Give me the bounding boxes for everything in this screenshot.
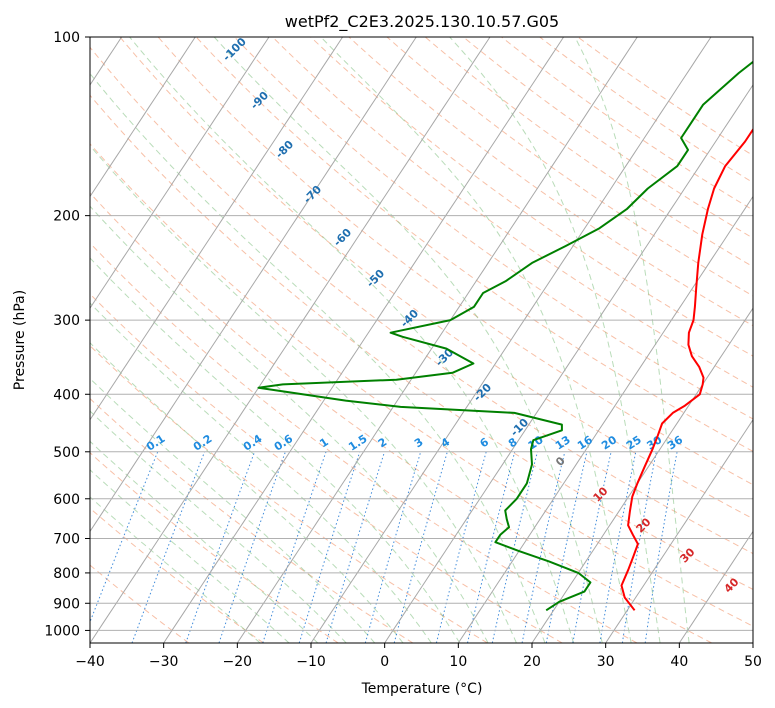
dry-adiabat-line xyxy=(90,143,753,627)
moist-adiabat-line xyxy=(574,37,690,643)
isotherm-line xyxy=(90,37,417,533)
mixing-ratio-line xyxy=(621,451,657,643)
dry-adiabat-line xyxy=(501,37,753,211)
isobar-gridlines xyxy=(90,37,753,631)
y-tick-label: 200 xyxy=(53,209,80,225)
x-tick-label: 10 xyxy=(449,654,467,670)
mixing-ratio-line xyxy=(572,451,612,643)
dry-adiabat-line xyxy=(90,452,339,643)
isotherm-line xyxy=(236,37,638,643)
dry-adiabat-line xyxy=(234,37,753,420)
x-tick-label: 50 xyxy=(744,654,762,670)
dry-adiabat-line xyxy=(424,37,753,268)
moist-adiabat-line xyxy=(90,205,489,643)
y-tick-label: 700 xyxy=(53,532,80,548)
moist-adiabat-line xyxy=(90,257,461,643)
y-tick-label: 800 xyxy=(53,566,80,582)
mixing-ratio-line xyxy=(599,451,637,643)
dry-adiabat-line xyxy=(90,242,638,643)
mixing-ratio-line xyxy=(325,451,385,643)
x-axis: −40 −30 −20 −10 0 10 20 30 40 50 xyxy=(75,643,762,670)
isotherm-line xyxy=(457,195,753,643)
plot-frame xyxy=(89,36,754,644)
moist-adiabat-line xyxy=(90,410,347,643)
x-tick-label: 30 xyxy=(597,654,615,670)
x-axis-label: Temperature (°C) xyxy=(361,681,483,697)
dry-adiabat-line xyxy=(348,37,753,327)
x-tick-label: 20 xyxy=(523,654,541,670)
isotherm-line xyxy=(90,37,196,198)
isotherm-line xyxy=(310,37,712,643)
dry-adiabat-line xyxy=(386,37,753,297)
mixing-ratio-line xyxy=(185,451,256,643)
dry-adiabat-line xyxy=(90,94,753,590)
mixing-ratio-line xyxy=(364,451,422,643)
moist-adiabat-line xyxy=(90,440,319,643)
dry-adiabat-line xyxy=(90,46,753,555)
isotherm-line xyxy=(531,307,753,643)
x-tick-label: −10 xyxy=(296,654,326,670)
x-tick-label: 0 xyxy=(380,654,389,670)
mixing-ratio-line xyxy=(298,451,361,643)
isotherm-line xyxy=(90,37,344,421)
x-tick-label: 40 xyxy=(670,654,688,670)
moist-adiabat-line xyxy=(90,302,432,643)
moist-adiabat-line xyxy=(213,37,603,643)
dry-adiabat-line xyxy=(90,293,563,643)
mixing-ratio-line xyxy=(467,451,516,643)
mixing-ratio-line xyxy=(393,451,448,643)
isotherm-line xyxy=(90,37,491,643)
y-tick-label: 100 xyxy=(53,30,80,46)
x-tick-label: −30 xyxy=(149,654,179,670)
moist-adiabat-line xyxy=(90,377,376,643)
chart-title: wetPf2_C2E3.2025.130.10.57.G05 xyxy=(285,12,559,32)
temperature-profile xyxy=(620,127,753,611)
dry-adiabat-line xyxy=(90,397,414,643)
isotherm-lines xyxy=(90,37,753,643)
isotherm-line xyxy=(678,530,753,643)
y-tick-label: 1000 xyxy=(44,623,80,639)
mixing-ratio-line xyxy=(262,451,327,643)
mixing-ratio-line xyxy=(521,451,566,643)
mixing-ratio-line xyxy=(218,451,286,643)
y-tick-label: 300 xyxy=(53,313,80,329)
moist-adiabat-line xyxy=(320,37,632,643)
isotherm-line xyxy=(605,418,753,643)
moist-adiabat-line xyxy=(90,469,290,643)
x-tick-label: −20 xyxy=(223,654,253,670)
isotherm-line xyxy=(90,37,270,310)
x-tick-label: −40 xyxy=(75,654,105,670)
mixing-ratio-line xyxy=(491,451,538,643)
isotherm-line xyxy=(163,37,565,643)
dewpoint-profile xyxy=(257,60,753,612)
y-axis-label: Pressure (hPa) xyxy=(12,290,28,390)
y-tick-label: 500 xyxy=(53,445,80,461)
y-tick-label: 400 xyxy=(53,387,80,403)
moist-adiabat-line xyxy=(90,342,404,643)
y-tick-label: 900 xyxy=(53,596,80,612)
dry-adiabat-line xyxy=(119,37,753,520)
moist-adiabat-line xyxy=(449,37,661,643)
y-axis: 100 200 300 400 500 600 700 800 900 1000 xyxy=(44,30,90,639)
moist-adiabat-line xyxy=(90,144,517,643)
isotherm-line xyxy=(384,84,753,643)
y-tick-label: 600 xyxy=(53,492,80,508)
moist-adiabat-line xyxy=(90,72,546,643)
dry-adiabat-line xyxy=(195,37,753,452)
mixing-ratio-line xyxy=(644,451,678,643)
moist-adiabat-line xyxy=(90,496,261,643)
profiles xyxy=(257,60,753,612)
dry-adiabat-line xyxy=(462,37,753,239)
mixing-ratio-line xyxy=(435,451,487,643)
